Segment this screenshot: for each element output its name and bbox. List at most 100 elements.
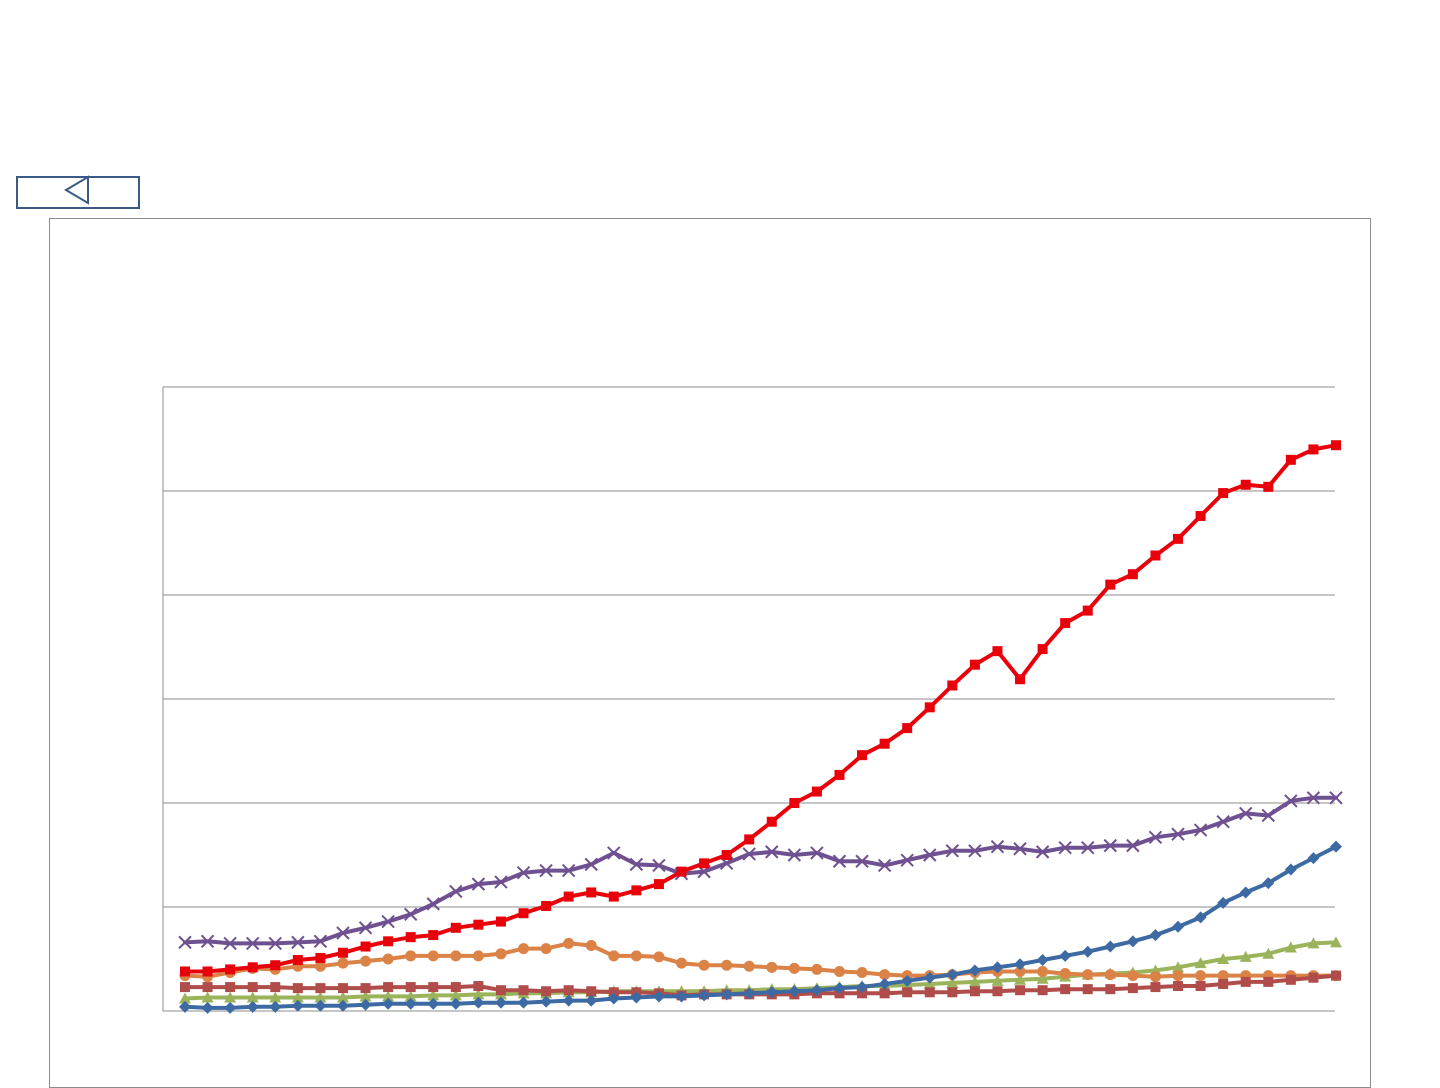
series-6-point-20: [608, 987, 619, 998]
series-4-point-21: [630, 950, 642, 962]
series-5-point-39: [1036, 972, 1049, 984]
series-2-point-47: [1216, 815, 1230, 829]
series-4-point-15: [495, 948, 507, 960]
series-3-point-8: [336, 999, 349, 1012]
series-6-point-8: [337, 983, 348, 994]
series-3-point-17: [540, 995, 553, 1008]
series-5-point-3: [224, 991, 237, 1003]
series-2-point-2: [200, 934, 215, 949]
series-3-point-16: [517, 996, 530, 1009]
series-4-point-45: [1172, 970, 1184, 982]
series-4-point-29: [811, 963, 823, 975]
series-2-point-41: [1081, 841, 1095, 855]
series-6-point-31: [857, 988, 868, 999]
series-6-point-5: [270, 982, 281, 993]
series-5-point-2: [201, 991, 214, 1003]
series-5-point-9: [359, 990, 372, 1002]
series-6-point-37: [992, 986, 1003, 997]
series-2-point-7: [313, 934, 328, 949]
series-1-point-39: [1037, 644, 1048, 655]
series-2-point-11: [403, 907, 418, 921]
series-3-point-5: [269, 1000, 282, 1013]
series-3-point-19: [585, 994, 598, 1007]
series-6-point-36: [969, 986, 980, 997]
series-2-point-21: [629, 857, 644, 872]
series-1-line: [183, 443, 1338, 974]
series-5-point-37: [991, 974, 1004, 986]
series-6-point-15: [495, 985, 506, 996]
series-4-point-30: [833, 965, 845, 977]
series-2-point-46: [1193, 823, 1208, 837]
series-5-point-8: [336, 991, 349, 1003]
series-3-point-14: [472, 996, 485, 1009]
series-3-point-35: [946, 968, 959, 981]
series-3-point-39: [1036, 954, 1049, 967]
series-3-point-52: [1330, 840, 1342, 853]
series-1-point-23: [676, 866, 687, 877]
series-6-point-49: [1263, 976, 1274, 987]
series-3-point-28: [788, 985, 801, 998]
series-3-point-25: [720, 988, 733, 1001]
series-6-point-33: [902, 987, 913, 998]
series-3-point-20: [607, 992, 620, 1005]
series-4-point-9: [360, 955, 372, 967]
series-2-point-15: [494, 875, 508, 889]
series-5-point-48: [1239, 950, 1252, 962]
series-3-point-9: [359, 998, 372, 1011]
series-6-point-35: [947, 987, 958, 998]
series-2-point-32: [877, 858, 892, 873]
series-5-line: [183, 940, 1338, 1001]
series-1-point-14: [473, 919, 484, 930]
series-3-point-21: [630, 991, 643, 1004]
series-4-point-24: [698, 959, 710, 971]
series-5-point-35: [946, 976, 959, 988]
series-3-point-50: [1284, 863, 1297, 876]
series-3-point-40: [1059, 949, 1072, 962]
series-1-point-10: [383, 936, 394, 947]
series-6-point-14: [473, 981, 484, 992]
series-4-point-27: [766, 961, 778, 973]
series-1-point-33: [902, 723, 913, 734]
series-4-point-17: [540, 943, 552, 955]
series-3-point-44: [1149, 929, 1162, 942]
series-3-point-36: [968, 964, 981, 977]
series-3-point-46: [1194, 911, 1207, 924]
series-2-point-3: [223, 936, 237, 951]
series-5-point-38: [1014, 973, 1027, 985]
series-2-point-27: [765, 845, 779, 859]
series-3-point-18: [562, 994, 575, 1007]
series-2-point-19: [584, 857, 598, 872]
series-4-point-43: [1127, 970, 1139, 982]
series-6-point-40: [1060, 984, 1071, 995]
series-6-point-2: [202, 982, 213, 993]
series-4-point-46: [1195, 970, 1207, 982]
series-4-point-39: [1037, 965, 1049, 977]
series-4-point-16: [518, 943, 530, 955]
back-button[interactable]: [16, 175, 140, 209]
series-3-point-32: [878, 977, 891, 990]
series-5-point-4: [246, 991, 259, 1003]
series-1-point-28: [789, 798, 800, 808]
series-2-point-14: [471, 877, 486, 891]
series-1-point-22: [653, 879, 664, 890]
series-6-point-10: [383, 982, 394, 993]
series-2-point-22: [652, 858, 666, 873]
series-2-point-16: [516, 865, 531, 880]
series-5-point-49: [1262, 947, 1275, 959]
series-1-point-15: [495, 916, 506, 927]
series-3-point-45: [1172, 920, 1185, 933]
series-3-point-7: [314, 999, 327, 1012]
series-1-point-19: [586, 887, 597, 898]
series-4-point-41: [1082, 969, 1094, 981]
series-4-point-23: [676, 957, 688, 969]
series-1-point-12: [428, 930, 439, 941]
series-3-point-4: [246, 1000, 259, 1013]
series-1-point-27: [766, 816, 777, 827]
series-6-point-11: [405, 982, 416, 993]
series-1-point-20: [608, 891, 619, 902]
series-3-line: [183, 844, 1338, 1010]
series-6-point-12: [428, 982, 439, 993]
series-2-point-50: [1284, 794, 1298, 808]
series-2-point-4: [245, 936, 260, 951]
series-4-point-12: [427, 950, 439, 962]
